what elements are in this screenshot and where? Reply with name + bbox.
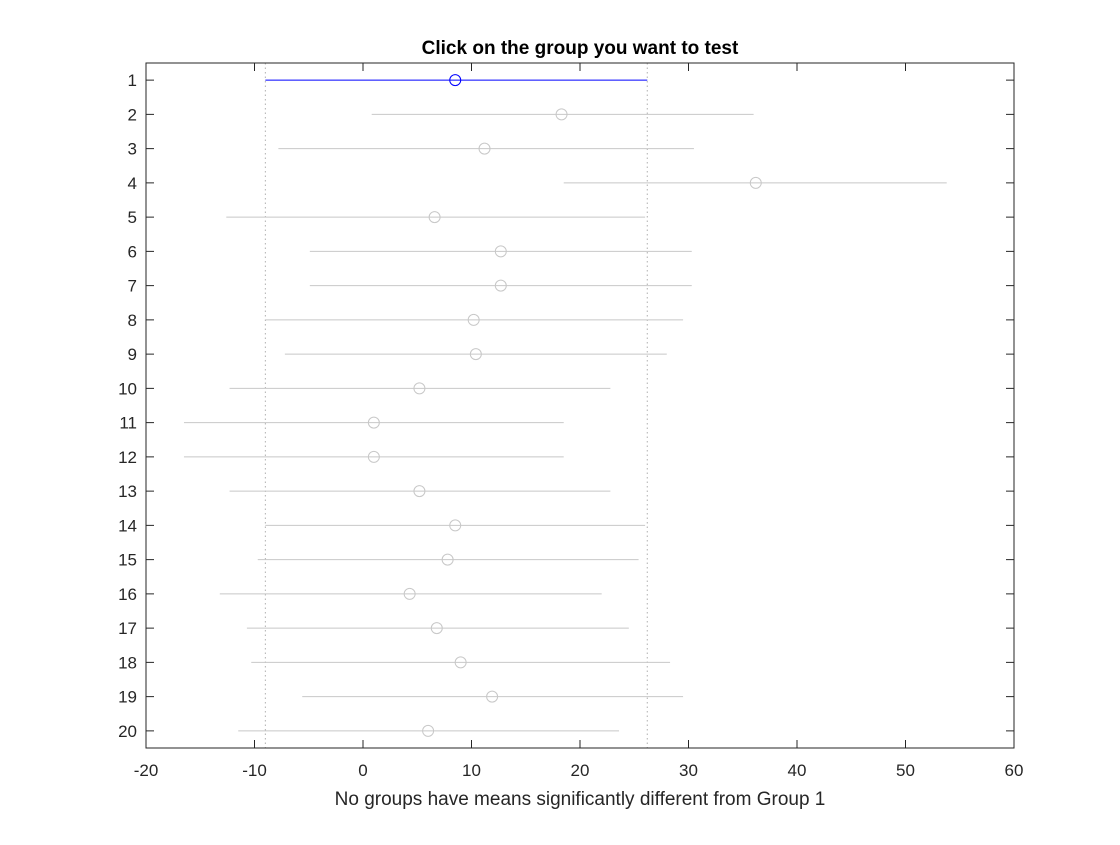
x-axis-label: No groups have means significantly diffe… (335, 789, 826, 810)
mean-marker-group-16[interactable] (403, 587, 416, 600)
y-tick-label-group: 11 (119, 414, 137, 433)
y-tick-label-group: 18 (118, 653, 137, 672)
y-tick-label-group: 20 (118, 722, 137, 741)
y-tick-label-group: 16 (118, 585, 137, 604)
axes-background[interactable] (146, 63, 1014, 748)
x-tick-label: 50 (896, 761, 915, 780)
mean-marker-group-10[interactable] (413, 382, 426, 395)
y-tick-label-group: 17 (118, 619, 137, 638)
x-tick-label: 40 (788, 761, 807, 780)
mean-marker-group-8[interactable] (467, 313, 480, 326)
y-tick-label-group: 3 (128, 140, 137, 159)
mean-marker-group-17[interactable] (430, 622, 443, 635)
mean-marker-group-4[interactable] (749, 176, 762, 189)
x-tick-label: -20 (134, 761, 159, 780)
y-tick-label-group: 13 (118, 482, 137, 501)
x-tick-label: -10 (242, 761, 267, 780)
comparison-intervals[interactable] (183, 79, 947, 732)
y-tick-label-group: 1 (128, 71, 137, 90)
y-tick-label-group: 15 (118, 551, 137, 570)
mean-marker-group-3[interactable] (478, 142, 491, 155)
mean-marker-group-13[interactable] (413, 485, 426, 498)
y-tick-label-group: 14 (118, 516, 137, 535)
mean-marker-group-19[interactable] (486, 690, 499, 703)
x-tick-label: 60 (1005, 761, 1024, 780)
mean-marker-group-2[interactable] (555, 108, 568, 121)
mean-marker-group-1[interactable] (449, 74, 462, 87)
mean-marker-group-5[interactable] (428, 211, 441, 224)
chart-title: Click on the group you want to test (422, 38, 739, 59)
y-tick-label-group: 12 (118, 448, 137, 467)
y-tick-label-group: 10 (118, 379, 137, 398)
mean-marker-group-7[interactable] (494, 279, 507, 292)
y-tick-label-group: 9 (128, 345, 137, 364)
mean-marker-group-12[interactable] (367, 450, 380, 463)
reference-lines (264, 63, 648, 748)
y-tick-label-group: 6 (128, 242, 137, 261)
group-means[interactable] (367, 74, 762, 737)
mean-marker-group-15[interactable] (441, 553, 454, 566)
y-tick-label-group: 7 (128, 277, 137, 296)
y-tick-label-group: 2 (128, 105, 137, 124)
mean-marker-group-6[interactable] (494, 245, 507, 258)
y-tick-label-group: 8 (128, 311, 137, 330)
mean-marker-group-18[interactable] (454, 656, 467, 669)
x-tick-label: 10 (462, 761, 481, 780)
x-tick-label: 30 (679, 761, 698, 780)
x-tick-label: 20 (571, 761, 590, 780)
mean-marker-group-9[interactable] (469, 348, 482, 361)
y-tick-label-group: 19 (118, 688, 137, 707)
y-tick-label-group: 4 (128, 174, 137, 193)
y-tick-label-group: 5 (128, 208, 137, 227)
x-axis-ticks: -20 -10 0 10 20 30 40 50 60 (134, 63, 1024, 780)
x-tick-label: 0 (358, 761, 367, 780)
mean-marker-group-14[interactable] (449, 519, 462, 532)
mean-marker-group-20[interactable] (422, 724, 435, 737)
mean-marker-group-11[interactable] (367, 416, 380, 429)
